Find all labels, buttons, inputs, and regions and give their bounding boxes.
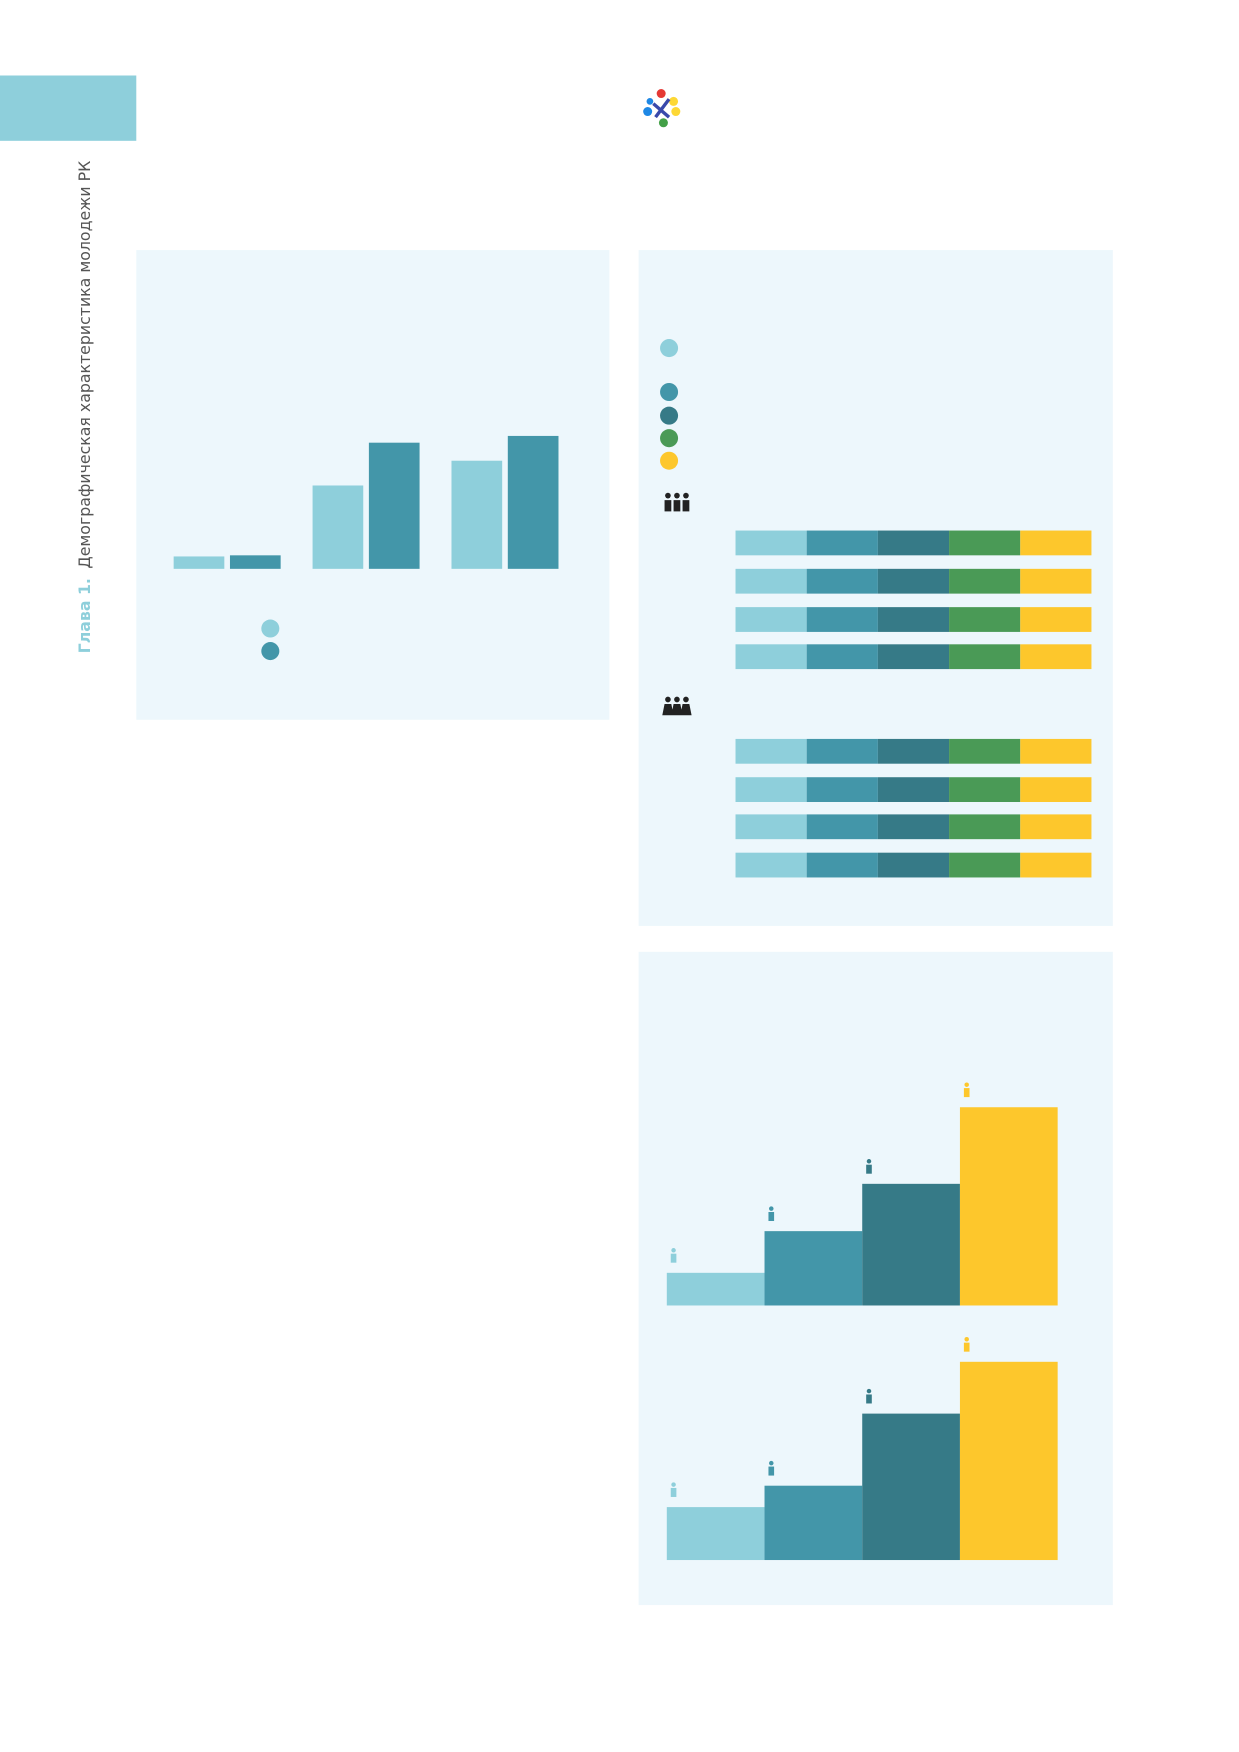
corner-tab	[0, 75, 137, 141]
legend-marker	[660, 451, 679, 470]
bar	[959, 1107, 1058, 1306]
legend-marker	[660, 429, 679, 448]
bar-segment	[877, 738, 950, 764]
bar-segment	[1020, 530, 1092, 556]
bar-segment	[1020, 852, 1092, 878]
bar-segment	[735, 738, 807, 764]
people-icon	[662, 696, 692, 716]
bar	[666, 1272, 765, 1306]
bar-segment	[877, 644, 950, 670]
person-icon	[866, 1159, 872, 1164]
bar-segment	[877, 814, 950, 840]
bar-segment	[1020, 607, 1092, 632]
bar	[368, 442, 420, 569]
person-icon	[963, 1088, 970, 1098]
bar-segment	[1020, 738, 1092, 764]
bar	[229, 555, 281, 569]
bar-segment	[877, 568, 950, 594]
person-icon	[768, 1466, 775, 1476]
legend-marker	[660, 382, 679, 402]
bar-segment	[1020, 814, 1092, 840]
person-icon	[964, 1082, 969, 1087]
bar-segment	[735, 530, 807, 556]
person-icon	[670, 1253, 677, 1263]
bar-segment	[949, 530, 1021, 556]
bar	[312, 485, 364, 569]
bar-segment	[877, 530, 950, 556]
bar-segment	[877, 852, 950, 878]
person-icon	[670, 1487, 677, 1497]
bar-segment	[806, 568, 878, 594]
bar-segment	[806, 607, 878, 632]
bar-segment	[949, 852, 1021, 878]
legend-marker	[660, 406, 679, 425]
legend-marker	[660, 339, 679, 358]
chapter-heading: Глава 1. Демографическая характеристика …	[75, 161, 94, 654]
person-icon	[671, 1482, 676, 1487]
bar-segment	[949, 644, 1021, 670]
bar-segment	[949, 568, 1021, 594]
bar-segment	[735, 607, 807, 632]
person-icon	[866, 1388, 872, 1394]
bar	[764, 1485, 863, 1561]
bar-segment	[1020, 568, 1092, 594]
bar-segment	[949, 777, 1021, 802]
chapter-number: Глава 1.	[75, 578, 94, 653]
legend-marker	[261, 619, 280, 638]
logo	[643, 89, 681, 128]
bar-segment	[877, 777, 950, 802]
bar-segment	[735, 777, 807, 802]
bar-segment	[806, 777, 878, 802]
bar	[507, 435, 559, 569]
bar	[173, 556, 225, 569]
bar-segment	[806, 738, 878, 764]
person-icon	[866, 1394, 872, 1404]
bar-segment	[877, 607, 950, 632]
legend-marker	[261, 642, 280, 661]
person-icon	[963, 1342, 970, 1352]
person-icon	[964, 1337, 969, 1342]
bar-segment	[806, 530, 878, 556]
bar-segment	[735, 644, 807, 670]
bar-segment	[735, 814, 807, 840]
chapter-title: Демографическая характеристика молодежи …	[75, 161, 94, 569]
person-icon	[866, 1164, 872, 1174]
person-icon	[769, 1206, 774, 1211]
bar-segment	[735, 852, 807, 878]
person-icon	[671, 1248, 676, 1253]
bar-segment	[806, 814, 878, 840]
bar	[862, 1413, 960, 1561]
bar	[862, 1183, 960, 1306]
bar	[764, 1231, 863, 1306]
bar-segment	[949, 607, 1021, 632]
bar-segment	[949, 814, 1021, 840]
person-icon	[768, 1211, 775, 1222]
person-icon	[769, 1460, 774, 1466]
bar	[666, 1507, 765, 1561]
bar-segment	[1020, 777, 1092, 802]
bar	[451, 460, 503, 569]
people-icon	[664, 492, 690, 512]
bar	[959, 1361, 1058, 1561]
bar-segment	[806, 644, 878, 670]
bar-segment	[949, 738, 1021, 764]
bar-segment	[806, 852, 878, 878]
bar-segment	[1020, 644, 1092, 670]
bar-segment	[735, 568, 807, 594]
